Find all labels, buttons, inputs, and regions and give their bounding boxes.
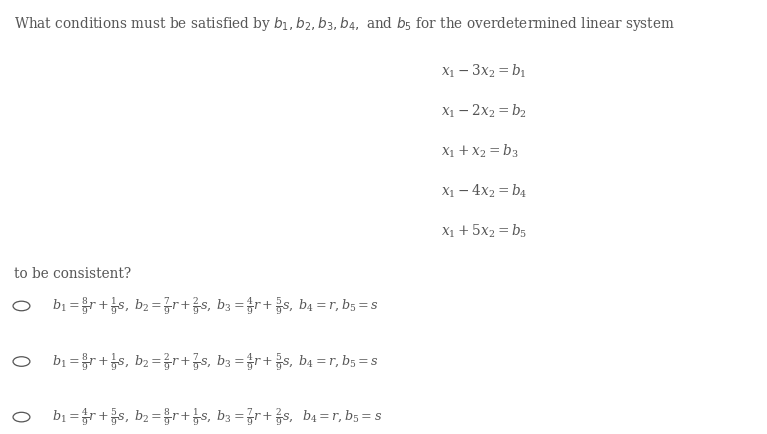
Text: What conditions must be satisfied by $b_1, b_2, b_3, b_4,$ and $b_5$ for the ove: What conditions must be satisfied by $b_… — [14, 15, 675, 33]
Text: $b_1 = \frac{8}{9}r + \frac{1}{9}s,\; b_2 = \frac{2}{9}r + \frac{7}{9}s,\; b_3 =: $b_1 = \frac{8}{9}r + \frac{1}{9}s,\; b_… — [52, 351, 379, 373]
Text: $x_1 - 3x_2 = b_1$: $x_1 - 3x_2 = b_1$ — [441, 63, 527, 80]
Text: $b_1 = \frac{4}{9}r + \frac{5}{9}s,\; b_2 = \frac{8}{9}r + \frac{1}{9}s,\; b_3 =: $b_1 = \frac{4}{9}r + \frac{5}{9}s,\; b_… — [52, 406, 382, 428]
Text: $b_1 = \frac{8}{9}r + \frac{1}{9}s,\; b_2 = \frac{7}{9}r + \frac{2}{9}s,\; b_3 =: $b_1 = \frac{8}{9}r + \frac{1}{9}s,\; b_… — [52, 295, 379, 317]
Text: $x_1 - 2x_2 = b_2$: $x_1 - 2x_2 = b_2$ — [441, 103, 527, 120]
Text: to be consistent?: to be consistent? — [14, 267, 131, 281]
Text: $x_1 - 4x_2 = b_4$: $x_1 - 4x_2 = b_4$ — [441, 183, 528, 200]
Text: $x_1 + x_2 = b_3$: $x_1 + x_2 = b_3$ — [441, 143, 518, 160]
Text: $x_1 + 5x_2 = b_5$: $x_1 + 5x_2 = b_5$ — [441, 223, 527, 240]
